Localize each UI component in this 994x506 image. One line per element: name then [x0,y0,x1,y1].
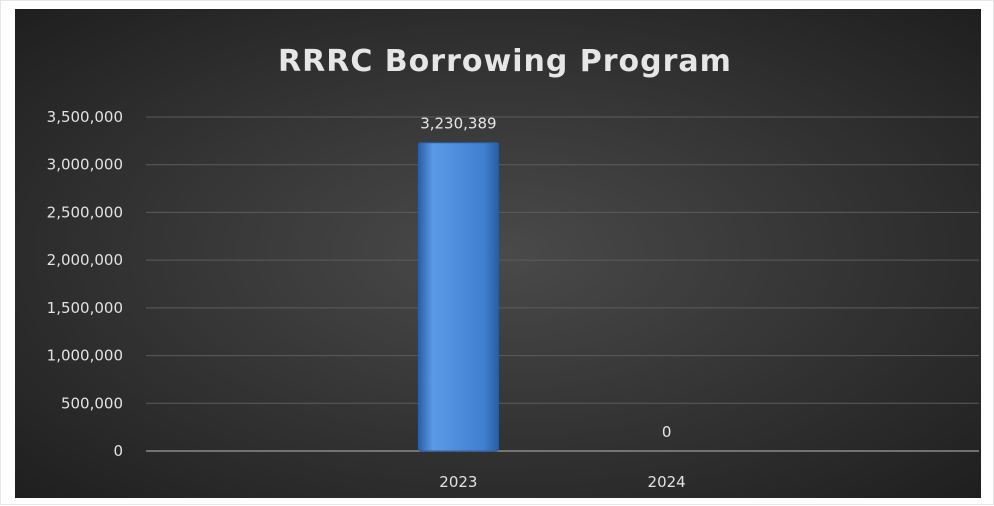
y-tick-label: 3,500,000 [47,108,123,126]
y-tick-label: 500,000 [61,394,123,412]
x-tick-label: 2024 [648,473,686,491]
y-tick-label: 1,500,000 [47,299,123,317]
chart-title: RRRC Borrowing Program [278,44,732,79]
data-label-2023: 3,230,389 [420,115,496,133]
y-tick-label: 2,000,000 [47,251,123,269]
y-tick-label: 1,000,000 [47,347,123,365]
data-labels: 3,230,389 0 [420,115,671,441]
x-tick-label: 2023 [439,473,477,491]
x-axis-ticks: 2023 2024 [439,473,685,491]
y-tick-label: 3,000,000 [47,156,123,174]
y-tick-label: 2,500,000 [47,203,123,221]
y-axis-ticks: 0 500,000 1,000,000 1,500,000 2,000,000 2,500… [47,108,123,460]
bar-2023 [417,142,499,452]
bars [417,142,499,452]
gridlines [146,116,979,452]
data-label-2024: 0 [662,423,672,441]
y-tick-label: 0 [113,442,123,460]
